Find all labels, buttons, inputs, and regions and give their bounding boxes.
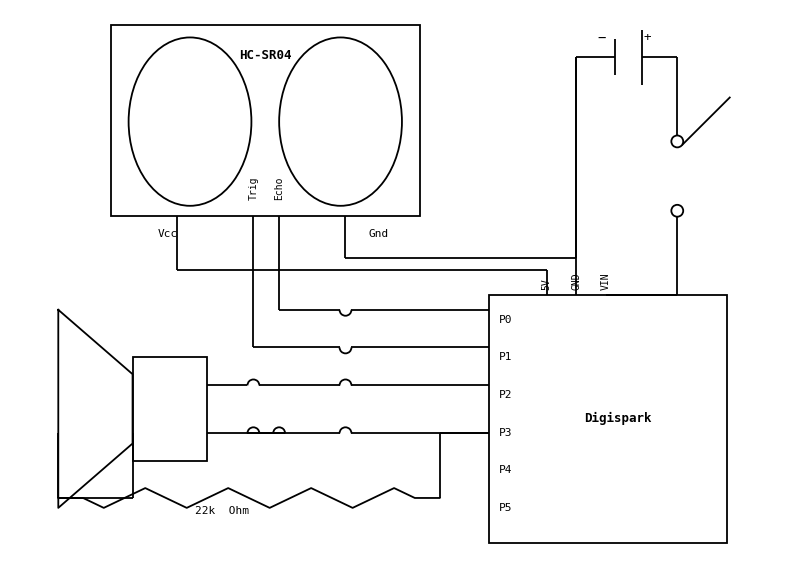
Bar <box>133 357 207 461</box>
Text: 5V: 5V <box>542 278 552 290</box>
Text: HC-SR04: HC-SR04 <box>239 49 291 62</box>
Ellipse shape <box>279 38 402 206</box>
Text: 22k  Ohm: 22k Ohm <box>195 506 249 516</box>
Text: Vcc: Vcc <box>157 228 178 239</box>
Text: Gnd: Gnd <box>368 228 388 239</box>
Text: Trig: Trig <box>249 176 258 199</box>
Circle shape <box>672 205 683 217</box>
Circle shape <box>672 135 683 147</box>
Bar <box>489 295 727 543</box>
Text: P3: P3 <box>499 428 512 438</box>
Text: −: − <box>598 31 606 45</box>
Text: P5: P5 <box>499 503 512 513</box>
Text: P0: P0 <box>499 314 512 325</box>
Text: Echo: Echo <box>274 176 284 199</box>
Text: Digispark: Digispark <box>584 412 652 425</box>
Bar <box>111 25 420 216</box>
Text: GND: GND <box>571 272 581 290</box>
Text: P4: P4 <box>499 465 512 475</box>
Text: VIN: VIN <box>601 272 611 290</box>
Text: P1: P1 <box>499 353 512 362</box>
Text: P2: P2 <box>499 390 512 400</box>
Ellipse shape <box>129 38 252 206</box>
Text: +: + <box>644 31 651 43</box>
